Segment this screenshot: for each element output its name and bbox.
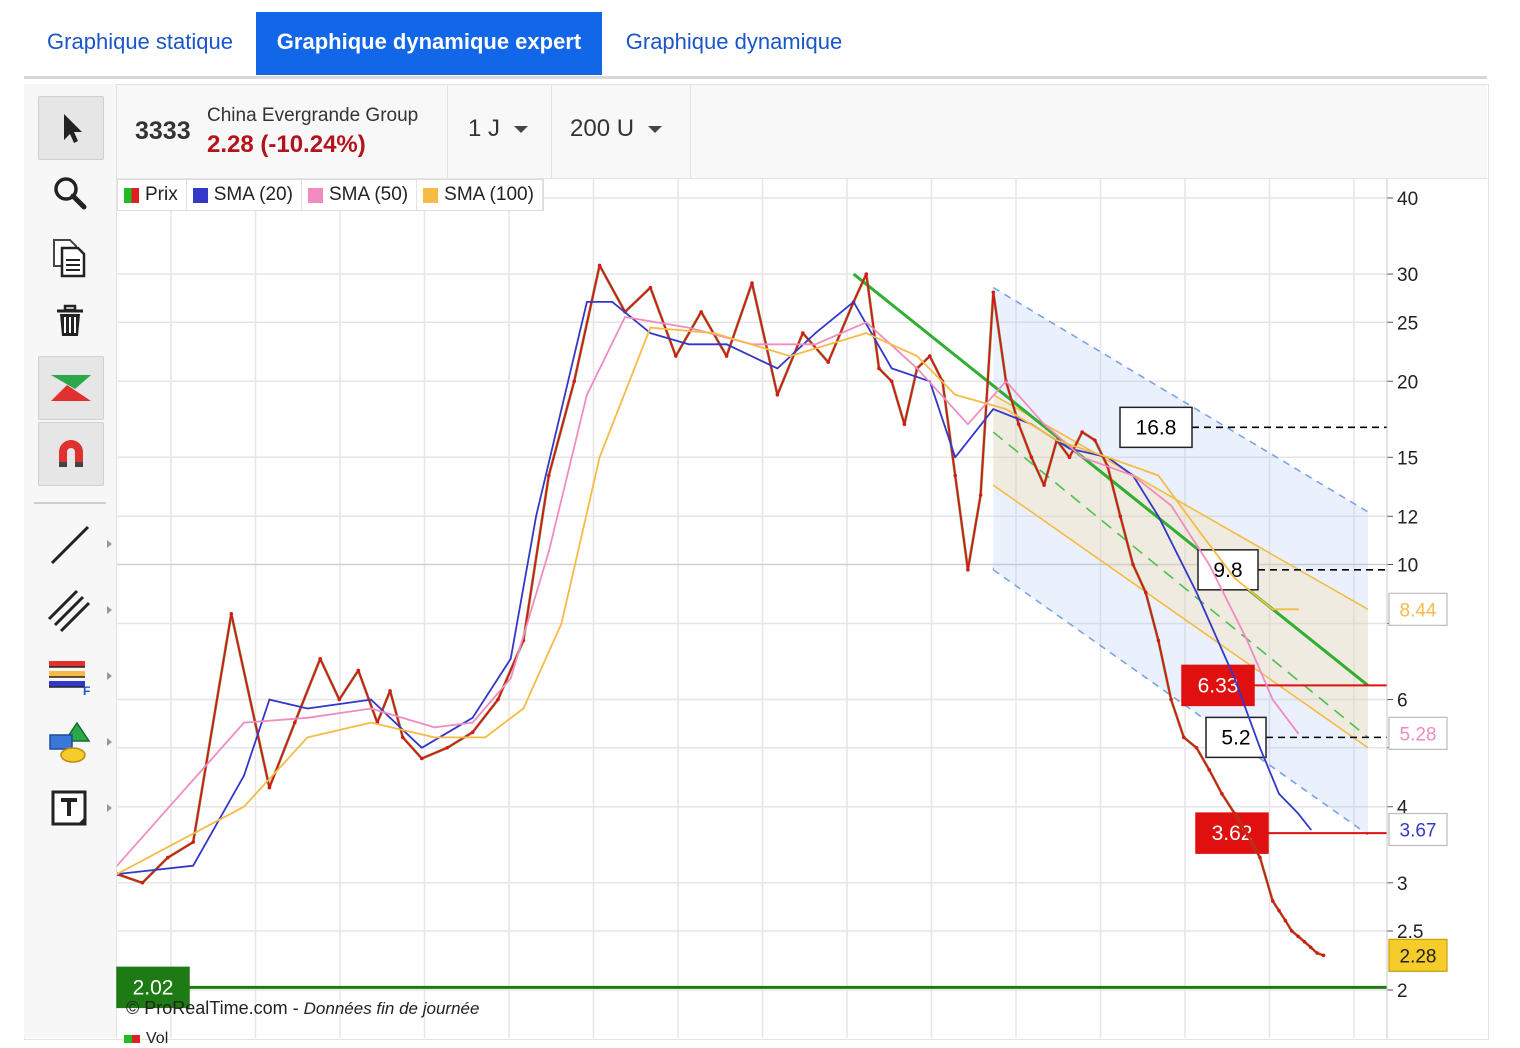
- legend-label: SMA (100): [444, 184, 534, 205]
- instrument-name: China Evergrande Group: [207, 105, 419, 126]
- text-tool-button[interactable]: [38, 778, 112, 840]
- channel-tool-button[interactable]: [38, 580, 112, 642]
- legend-item[interactable]: SMA (20): [187, 180, 302, 210]
- volume-label: Vol: [146, 1030, 169, 1047]
- legend-label: SMA (20): [213, 184, 293, 205]
- timeframe-select[interactable]: 1 J: [448, 85, 552, 178]
- copyright-text: © ProRealTime.com: [126, 998, 288, 1018]
- instrument-info: 3333 China Evergrande Group 2.28 (-10.24…: [117, 85, 448, 178]
- svg-text:F: F: [83, 684, 90, 697]
- delete-tool-button[interactable]: [38, 290, 102, 352]
- tab-expert-dynamic-chart[interactable]: Graphique dynamique expert: [256, 12, 602, 75]
- magnet-icon: [59, 440, 83, 467]
- volume-swatch-up: [124, 1035, 132, 1043]
- volume-swatch-down: [132, 1035, 140, 1043]
- legend-swatch: [423, 187, 439, 203]
- pattern-icon: [51, 375, 91, 401]
- magnet-tool-button[interactable]: [38, 422, 104, 486]
- cursor-tool-button[interactable]: [38, 96, 104, 160]
- series-legend: Prix SMA (20) SMA (50) SMA (100): [117, 179, 544, 211]
- instrument-symbol: 3333: [135, 117, 191, 145]
- units-value: 200 U: [570, 115, 635, 142]
- text-tool-icon: [51, 790, 87, 826]
- drawing-toolbar: F: [24, 84, 117, 1038]
- line-tool-button[interactable]: [38, 514, 112, 576]
- tab-static-chart[interactable]: Graphique statique: [47, 29, 233, 54]
- fibonacci-tool-icon: F: [49, 661, 90, 697]
- instrument-price: 2.28 (-10.24%): [207, 131, 366, 158]
- legend-item[interactable]: SMA (100): [417, 180, 543, 210]
- volume-legend: Vol: [124, 1030, 168, 1048]
- cursor-icon: [64, 114, 82, 143]
- chevron-down-icon: [514, 126, 529, 134]
- tab-dynamic-chart[interactable]: Graphique dynamique: [625, 29, 843, 54]
- legend-swatch: [192, 187, 208, 203]
- toolbar-divider: [34, 502, 106, 504]
- legend-item[interactable]: SMA (50): [302, 180, 418, 210]
- data-note: Données fin de journée: [303, 999, 480, 1018]
- legend-swatch: [124, 187, 139, 203]
- units-select[interactable]: 200 U: [552, 85, 691, 178]
- fibonacci-tool-button[interactable]: F: [38, 646, 112, 708]
- legend-label: Prix: [145, 184, 178, 205]
- zoom-icon: [54, 177, 87, 210]
- shapes-tool-icon: [49, 721, 91, 763]
- shapes-tool-button[interactable]: [38, 712, 112, 774]
- legend-label: SMA (50): [328, 184, 409, 205]
- instrument-header: 3333 China Evergrande Group 2.28 (-10.24…: [117, 85, 1487, 179]
- zoom-tool-button[interactable]: [38, 162, 102, 224]
- timeframe-value: 1 J: [468, 115, 501, 142]
- line-tool-icon: [50, 525, 90, 565]
- pattern-tool-button[interactable]: [38, 356, 104, 420]
- footer-separator: -: [287, 998, 304, 1018]
- chart-footer: © ProRealTime.com - Données fin de journ…: [126, 998, 479, 1019]
- chart-panel: [24, 84, 1489, 1040]
- copy-tool-button[interactable]: [38, 226, 102, 288]
- trash-icon: [57, 304, 83, 336]
- channel-tool-icon: [47, 589, 91, 633]
- legend-swatch: [307, 187, 323, 203]
- legend-item[interactable]: Prix: [118, 180, 187, 210]
- copy-icon: [53, 239, 86, 278]
- chevron-down-icon: [648, 126, 663, 134]
- chart-tabs: Graphique statique Graphique dynamique e…: [24, 12, 1487, 79]
